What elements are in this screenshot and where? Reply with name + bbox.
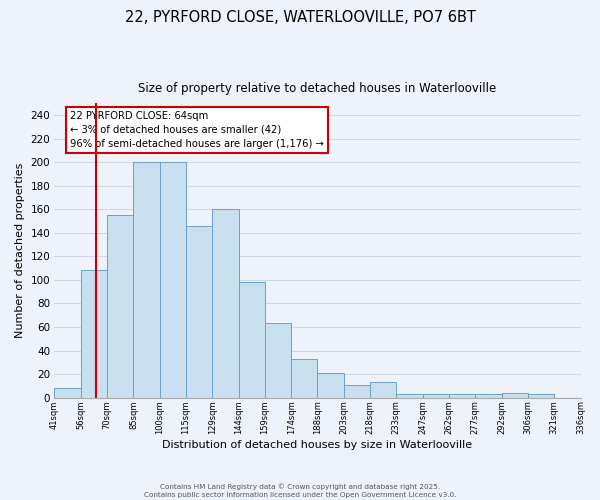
Text: 22, PYRFORD CLOSE, WATERLOOVILLE, PO7 6BT: 22, PYRFORD CLOSE, WATERLOOVILLE, PO7 6B…	[125, 10, 475, 25]
Bar	[397, 394, 422, 398]
Bar	[475, 394, 502, 398]
Text: Contains HM Land Registry data © Crown copyright and database right 2025.
Contai: Contains HM Land Registry data © Crown c…	[144, 484, 456, 498]
Bar	[422, 394, 449, 398]
Text: 22 PYRFORD CLOSE: 64sqm
← 3% of detached houses are smaller (42)
96% of semi-det: 22 PYRFORD CLOSE: 64sqm ← 3% of detached…	[70, 110, 324, 148]
Bar	[55, 388, 81, 398]
Bar	[133, 162, 160, 398]
Bar	[212, 209, 239, 398]
Bar	[317, 373, 344, 398]
Bar	[265, 324, 291, 398]
Title: Size of property relative to detached houses in Waterlooville: Size of property relative to detached ho…	[139, 82, 497, 95]
Bar	[502, 393, 528, 398]
Bar	[291, 359, 317, 398]
Bar	[239, 282, 265, 398]
Bar	[107, 215, 133, 398]
Bar	[370, 382, 397, 398]
Bar	[186, 226, 212, 398]
X-axis label: Distribution of detached houses by size in Waterlooville: Distribution of detached houses by size …	[163, 440, 473, 450]
Bar	[81, 270, 107, 398]
Bar	[449, 394, 475, 398]
Bar	[528, 394, 554, 398]
Bar	[344, 384, 370, 398]
Bar	[160, 162, 186, 398]
Y-axis label: Number of detached properties: Number of detached properties	[15, 163, 25, 338]
